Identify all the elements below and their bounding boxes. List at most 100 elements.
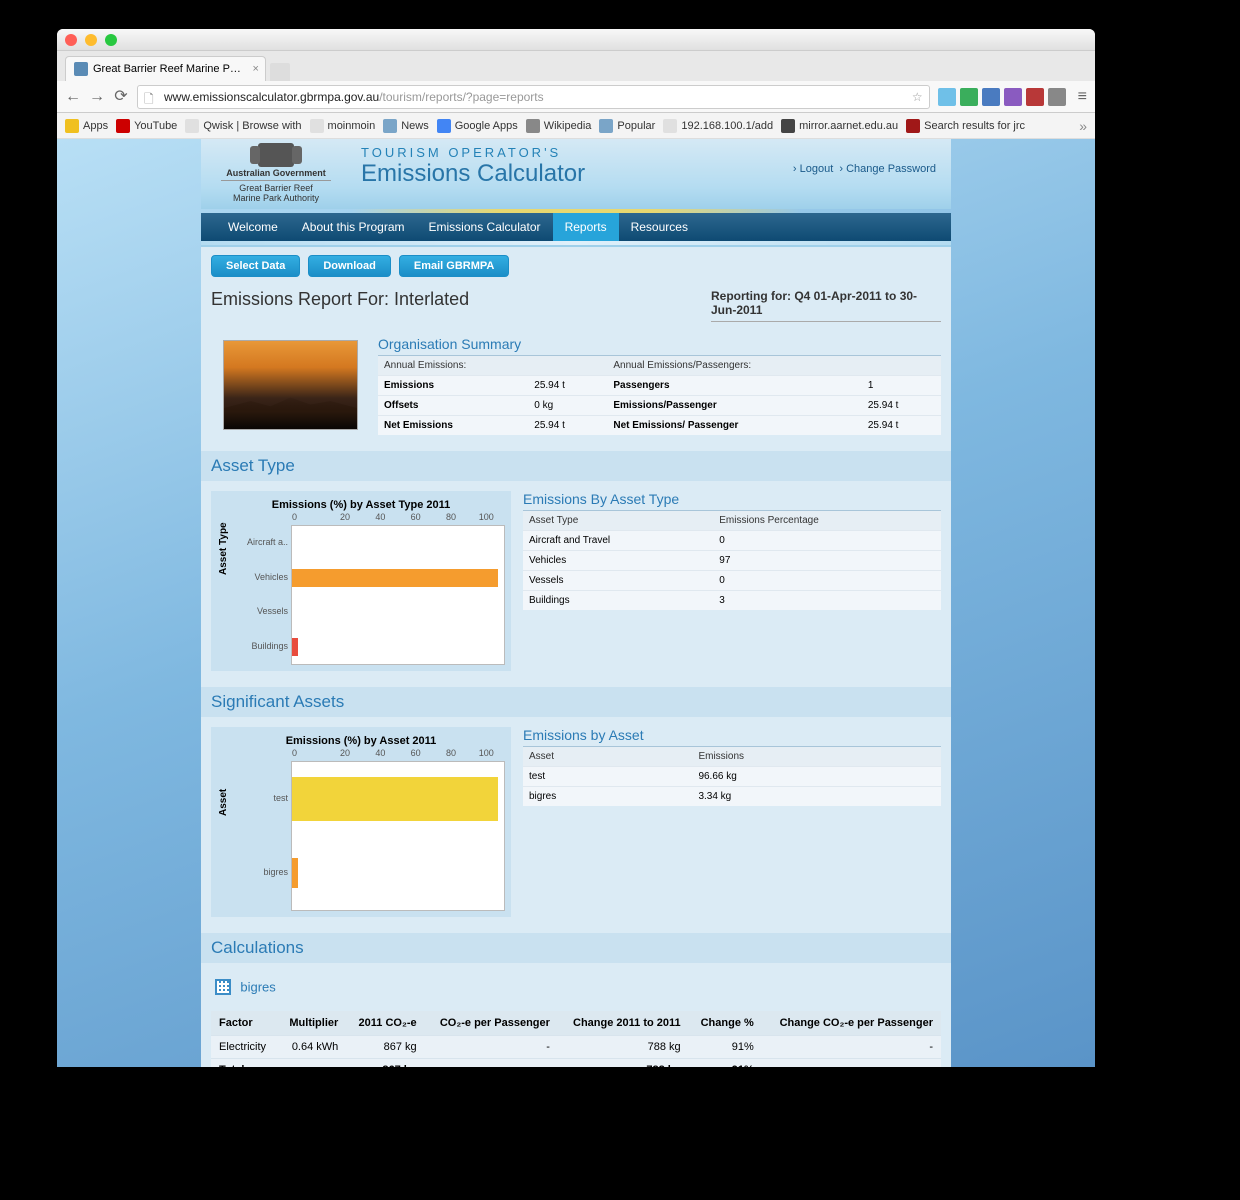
table-cell: Aircraft and Travel [523, 531, 713, 551]
y-category-label: test [222, 793, 288, 803]
page-content: Australian Government Great Barrier Reef… [201, 139, 951, 1067]
bookmark-label: Wikipedia [544, 120, 592, 132]
bookmark-item[interactable]: Google Apps [437, 119, 518, 133]
x-tick: 60 [398, 748, 433, 760]
bookmark-item[interactable]: News [383, 119, 429, 133]
gov-logo: Australian Government Great Barrier Reef… [211, 143, 341, 205]
y-category-label: Buildings [222, 641, 288, 651]
table-cell: - [425, 1059, 558, 1068]
chart-title: Emissions (%) by Asset Type 2011 [217, 499, 505, 511]
bookmark-item[interactable]: Apps [65, 119, 108, 133]
authority-line-1: Great Barrier Reef [211, 183, 341, 193]
table-cell: 788 kg [558, 1036, 689, 1059]
table-cell: Emissions [378, 376, 528, 396]
sig-assets-section-bar: Significant Assets [201, 687, 951, 717]
table-header: Factor [211, 1011, 278, 1036]
table-cell: Vehicles [523, 551, 713, 571]
chart-bar [292, 638, 298, 656]
menu-item-about-this-program[interactable]: About this Program [290, 213, 417, 241]
site-title: Emissions Calculator [361, 160, 585, 188]
url-host: www.emissionscalculator.gbrmpa.gov.au [164, 90, 379, 104]
site-header: Australian Government Great Barrier Reef… [201, 139, 951, 209]
bookmark-item[interactable]: Search results for jrc [906, 119, 1025, 133]
table-header: 2011 CO₂-e [346, 1011, 424, 1036]
asset-type-table: Asset Type Emissions Percentage Aircraft… [523, 511, 941, 610]
bookmark-item[interactable]: Wikipedia [526, 119, 592, 133]
bookmark-label: Search results for jrc [924, 120, 1025, 132]
extension-icon[interactable] [1026, 88, 1044, 106]
bookmark-icon [599, 119, 613, 133]
change-password-link[interactable]: Change Password [846, 163, 936, 175]
close-window-button[interactable] [65, 34, 77, 46]
reload-icon[interactable]: ⟳ [113, 89, 129, 105]
bookmark-label: Popular [617, 120, 655, 132]
bookmark-label: Qwisk | Browse with [203, 120, 301, 132]
bookmark-item[interactable]: Popular [599, 119, 655, 133]
email-gbrmpa-button[interactable]: Email GBRMPA [399, 255, 509, 277]
chart-bar [292, 777, 498, 821]
sig-assets-table-heading: Emissions by Asset [523, 727, 941, 747]
table-header: Change 2011 to 2011 [558, 1011, 689, 1036]
table-cell: - [762, 1036, 941, 1059]
bookmark-item[interactable]: Qwisk | Browse with [185, 119, 301, 133]
chart-title: Emissions (%) by Asset 2011 [217, 735, 505, 747]
calculations-heading: Calculations [211, 938, 941, 958]
x-tick: 80 [433, 748, 468, 760]
menu-item-emissions-calculator[interactable]: Emissions Calculator [417, 213, 553, 241]
chart-plot-area: 020406080100 Asset Type Aircraft a..Vehi… [291, 525, 505, 665]
menu-item-welcome[interactable]: Welcome [216, 213, 290, 241]
summary-row: Organisation Summary Annual Emissions: A… [211, 336, 941, 435]
extension-icon[interactable] [1048, 88, 1066, 106]
menu-icon[interactable]: ≡ [1078, 88, 1087, 106]
sig-assets-table-col: Emissions by Asset Asset Emissions test9… [523, 727, 941, 917]
sig-assets-chart: Emissions (%) by Asset 2011 020406080100… [211, 727, 511, 917]
table-cell: Net Emissions [378, 416, 528, 436]
browser-tab[interactable]: Great Barrier Reef Marine P… × [65, 56, 266, 81]
bookmark-icon [526, 119, 540, 133]
chart-bar [292, 858, 298, 888]
bookmark-item[interactable]: mirror.aarnet.edu.au [781, 119, 898, 133]
extension-icon[interactable] [960, 88, 978, 106]
x-tick: 40 [363, 748, 398, 760]
select-data-button[interactable]: Select Data [211, 255, 300, 277]
maximize-window-button[interactable] [105, 34, 117, 46]
bookmarks-overflow-icon[interactable]: » [1079, 118, 1087, 134]
org-summary-heading: Organisation Summary [378, 336, 941, 356]
bookmark-item[interactable]: moinmoin [310, 119, 376, 133]
table-cell: 91% [689, 1059, 762, 1068]
url-input[interactable]: 🗋 www.emissionscalculator.gbrmpa.gov.au/… [137, 85, 930, 109]
new-tab-button[interactable] [270, 63, 290, 81]
download-button[interactable]: Download [308, 255, 391, 277]
menu-item-reports[interactable]: Reports [553, 213, 619, 241]
extension-icon[interactable] [938, 88, 956, 106]
report-content: Select Data Download Email GBRMPA Emission… [201, 247, 951, 1067]
minimize-window-button[interactable] [85, 34, 97, 46]
bookmark-label: Google Apps [455, 120, 518, 132]
extension-icon[interactable] [982, 88, 1000, 106]
sig-assets-table: Asset Emissions test96.66 kgbigres3.34 k… [523, 747, 941, 806]
col-emissions-pct: Emissions Percentage [713, 511, 941, 531]
bookmark-item[interactable]: YouTube [116, 119, 177, 133]
x-tick: 100 [469, 748, 504, 760]
close-tab-icon[interactable]: × [253, 63, 259, 75]
asset-type-table-col: Emissions By Asset Type Asset Type Emiss… [523, 491, 941, 671]
table-cell: - [425, 1036, 558, 1059]
menu-item-resources[interactable]: Resources [619, 213, 700, 241]
calculations-table: FactorMultiplier2011 CO₂-eCO₂-e per Pass… [211, 1011, 941, 1067]
bookmark-icon [65, 119, 79, 133]
extension-icon[interactable] [1004, 88, 1022, 106]
table-cell: test [523, 767, 692, 787]
bookmark-star-icon[interactable]: ☆ [912, 90, 923, 104]
tab-bar: Great Barrier Reef Marine P… × [57, 51, 1095, 81]
favicon-icon [74, 62, 88, 76]
report-title: Emissions Report For: Interlated [211, 289, 469, 322]
back-icon[interactable]: ← [65, 89, 81, 105]
chart-x-axis: 020406080100 [292, 748, 504, 760]
bookmark-item[interactable]: 192.168.100.1/add [663, 119, 773, 133]
logout-link[interactable]: Logout [800, 163, 834, 175]
x-tick: 80 [433, 512, 468, 524]
forward-icon[interactable]: → [89, 89, 105, 105]
table-cell: 0 [713, 571, 941, 591]
gov-name: Australian Government [211, 168, 341, 178]
bookmark-icon [116, 119, 130, 133]
